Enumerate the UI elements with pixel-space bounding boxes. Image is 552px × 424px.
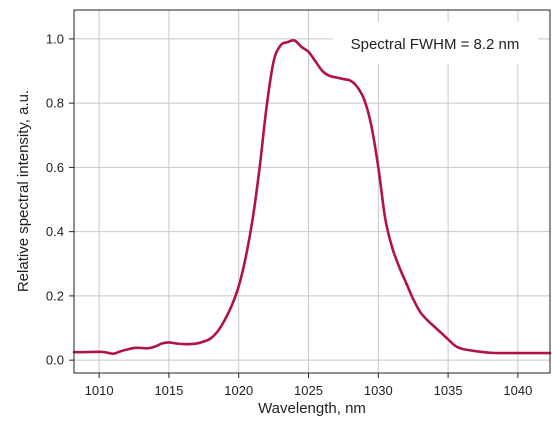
y-tick-label: 0.4 — [46, 224, 64, 239]
x-tick-label: 1010 — [85, 383, 114, 398]
x-tick-label: 1040 — [503, 383, 532, 398]
fwhm-annotation: Spectral FWHM = 8.2 nm — [351, 36, 520, 53]
plot-background — [74, 10, 550, 373]
x-tick-label: 1020 — [224, 383, 253, 398]
y-axis-ticks: 0.0 0.2 0.4 0.6 0.8 1.0 — [46, 31, 74, 367]
y-tick-label: 0.8 — [46, 96, 64, 111]
y-tick-label: 0.0 — [46, 353, 64, 368]
y-axis-title: Relative spectral intensity, a.u. — [15, 90, 32, 292]
y-tick-label: 0.2 — [46, 288, 64, 303]
x-axis-title: Wavelength, nm — [258, 400, 366, 417]
x-tick-label: 1035 — [434, 383, 463, 398]
x-axis-ticks: 1010 1015 1020 1025 1030 1035 1040 — [85, 373, 533, 398]
x-tick-label: 1015 — [154, 383, 183, 398]
x-tick-label: 1030 — [364, 383, 393, 398]
x-tick-label: 1025 — [294, 383, 323, 398]
y-tick-label: 0.6 — [46, 160, 64, 175]
y-tick-label: 1.0 — [46, 31, 64, 46]
